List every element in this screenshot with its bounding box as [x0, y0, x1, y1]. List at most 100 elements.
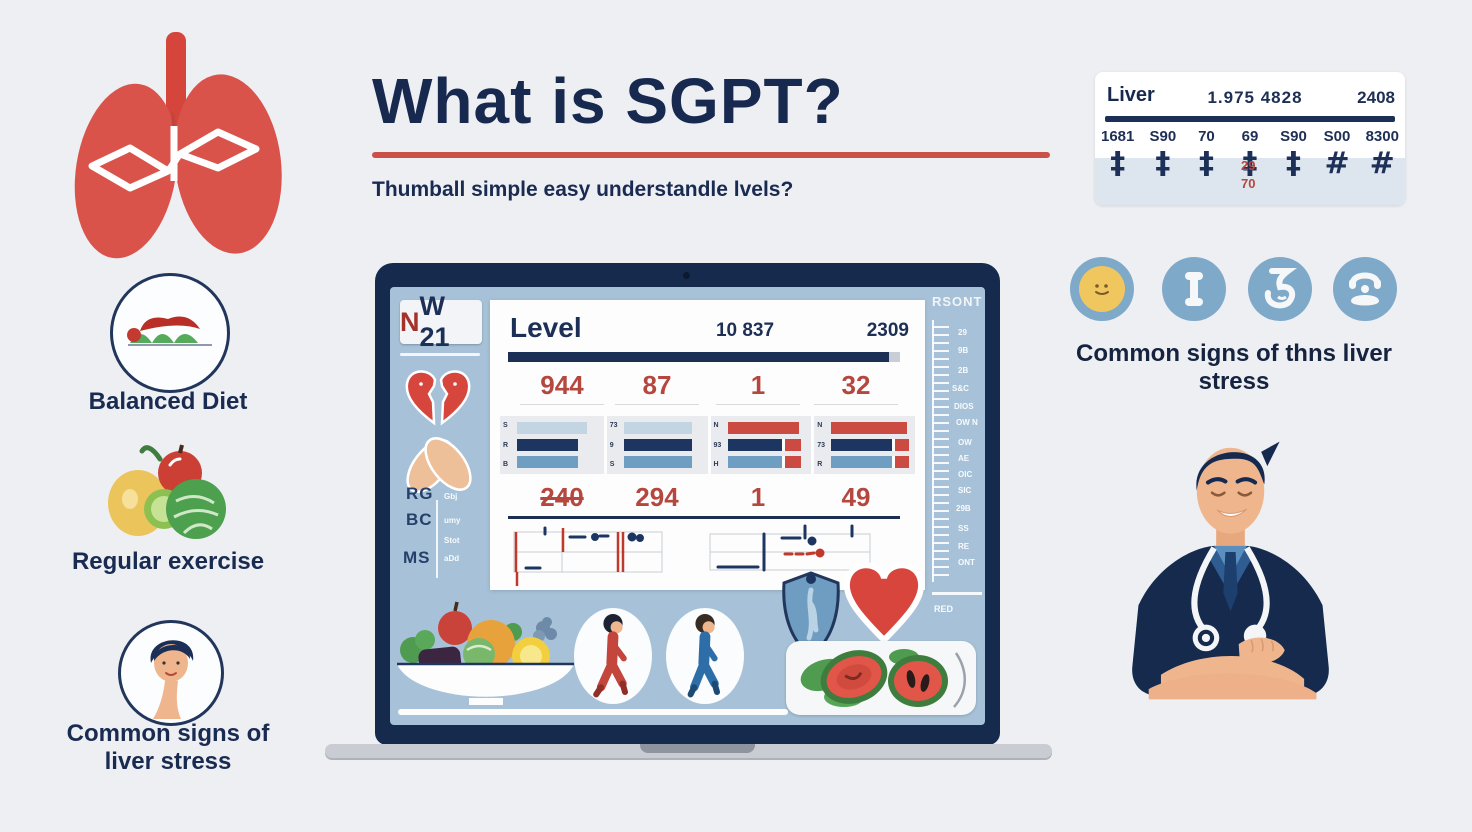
ruler-label: 29: [958, 328, 967, 337]
bar: [831, 439, 909, 451]
sparkline-charts: [513, 524, 871, 586]
liver-scale-card: Liver 1.975 4828 2408 1681 ‡ S90 ‡ 70 ‡ 69 ‡…: [1095, 72, 1405, 205]
tally-glyph-icon: #: [1324, 146, 1350, 181]
panel-right-value: 2309: [866, 320, 909, 341]
screen-side-label: RG: [406, 484, 434, 503]
bar: [517, 422, 587, 434]
ruler-label: OW N: [956, 418, 978, 427]
ruler-label: SS: [958, 524, 969, 533]
bar-group: N 93 H: [707, 416, 812, 474]
tally-glyph-icon: ‡: [1286, 146, 1301, 181]
screen-side-label: MS: [403, 548, 431, 567]
metric-value: 944: [540, 370, 584, 400]
smiley-face-icon: [1070, 257, 1134, 321]
bar-group: 73 9 S: [603, 416, 708, 474]
ruler-label: AE: [958, 454, 970, 463]
sidebar-item-liver-stress: Common signs of liver stress: [66, 720, 270, 775]
bar: [727, 439, 801, 451]
headset-person-icon: [1333, 257, 1397, 321]
metric-underline: [615, 404, 699, 405]
screen-side-small: umy: [444, 516, 461, 525]
liver-column: S90 ‡: [1280, 128, 1307, 181]
fruit-bowl-icon: [397, 601, 574, 705]
connector-line: [436, 500, 438, 578]
ruler-label: 9B: [958, 346, 969, 355]
liver-stress-circle: [118, 620, 224, 726]
liver-red-note-bottom: 70: [1241, 176, 1256, 191]
progress-bar: [508, 352, 900, 362]
liver-column: 69 ‡: [1235, 128, 1265, 181]
walking-person-blue-icon: [687, 614, 720, 698]
webcam-icon: [683, 272, 690, 279]
liver-card-strip: [1095, 158, 1405, 205]
exercise-oval: [574, 608, 652, 704]
title-underline: [372, 152, 1050, 158]
dumbbell-icon: [1162, 257, 1226, 321]
metric-value: 294: [635, 482, 679, 512]
plate-food-icon: [127, 316, 212, 346]
panel-center-value: 10 837: [715, 320, 775, 341]
shield-icon: [782, 571, 840, 658]
liver-column: 8300 #: [1365, 128, 1399, 181]
tally-glyph-icon: ‡: [1198, 146, 1214, 181]
screen-side-label: BC: [406, 510, 433, 529]
ruler-bottom-label: RED: [934, 604, 954, 614]
watermelon-card: [786, 641, 976, 715]
ruler-scale: RSONT 29 9B 2B S&C DIOS OW N OW AE OIC S…: [930, 292, 988, 632]
ruler-end-line: [932, 592, 982, 595]
ruler-label: DIOS: [954, 402, 974, 411]
panel-divider: [508, 516, 900, 519]
fruits-icon: [108, 444, 226, 539]
ruler-label: SIC: [958, 486, 972, 495]
walking-person-red-icon: [593, 614, 628, 698]
tally-glyph-icon: ‡: [1110, 146, 1126, 181]
bar-group: N 73 R: [811, 416, 915, 474]
badge-prefix: N: [400, 306, 420, 337]
bar: [623, 439, 693, 451]
liver-card-right-value: 2408: [1357, 88, 1395, 107]
bar: [623, 422, 693, 434]
liver-card-divider: [1105, 116, 1395, 122]
lungs-icon: [74, 32, 282, 259]
page-title: What is SGPT?: [372, 65, 844, 137]
ruler-label: OIC: [958, 470, 973, 479]
metric-value: 87: [642, 370, 672, 400]
metric-underline: [520, 404, 604, 405]
watermelon-card-icon: [800, 649, 966, 708]
ruler-label: OW: [958, 438, 972, 447]
panel-title: Level: [510, 312, 582, 343]
metric-underline: [814, 404, 898, 405]
screen-side-small: aDd: [444, 554, 460, 563]
sidebar-item-regular-exercise: Regular exercise: [71, 548, 265, 575]
metric-value: 32: [841, 370, 871, 400]
liver-column: 1681 ‡: [1101, 128, 1135, 181]
bar: [831, 456, 909, 468]
page-subtitle: Thumball simple easy understandle lvels?: [372, 178, 794, 201]
bar: [831, 422, 907, 434]
bar: [517, 439, 579, 451]
thinking-person-icon: [150, 640, 194, 719]
signs-row-label: Common signs of thns liver stress: [1075, 340, 1393, 395]
metric-value: 49: [841, 482, 871, 512]
screen-bottom-line: [398, 709, 788, 715]
balanced-diet-circle: [110, 273, 230, 393]
ruler-label: 2B: [958, 366, 969, 375]
liver-card-center-value: 1.975 4828: [1207, 88, 1303, 107]
metric-value: 1: [750, 370, 766, 400]
laptop-notch: [640, 744, 755, 753]
screen-side-small: Stot: [444, 536, 460, 545]
tally-glyph-icon: #: [1369, 146, 1395, 181]
liver-column: S00 #: [1323, 128, 1351, 181]
tally-glyph-icon: ‡: [1242, 146, 1258, 181]
bar: [727, 422, 800, 434]
screen-side-small: Gbj: [444, 492, 458, 501]
metric-underline: [716, 404, 800, 405]
broken-heart-icon: [405, 370, 471, 426]
metric-value: 240: [540, 482, 584, 512]
ruler-ticks: [932, 320, 949, 582]
